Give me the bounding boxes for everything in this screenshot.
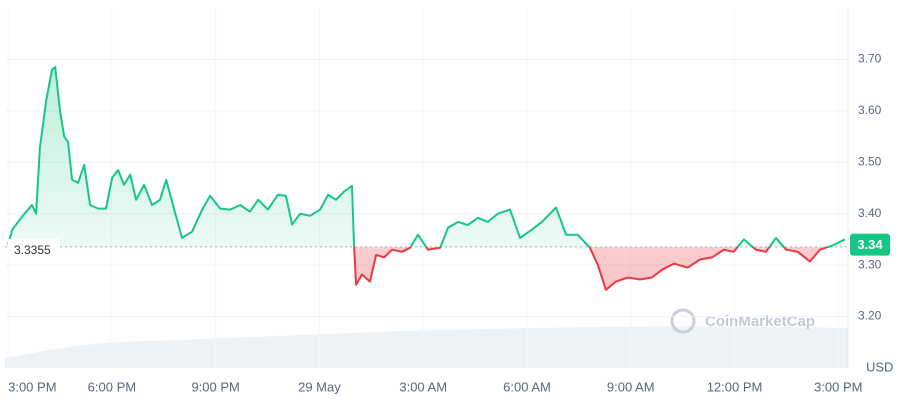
baseline-label-bg (8, 238, 60, 255)
y-tick-label: 3.30 (858, 257, 882, 271)
x-tick-label: 9:00 AM (607, 379, 655, 394)
x-tick-label: 3:00 PM (8, 379, 56, 394)
watermark-text: CoinMarketCap (705, 313, 815, 330)
baseline-label: 3.3355 (14, 243, 51, 257)
area-fill-up (8, 67, 845, 247)
x-tick-label: 6:00 PM (88, 379, 136, 394)
last-price-label: 3.34 (857, 237, 883, 252)
y-tick-label: 3.40 (858, 206, 882, 220)
y-tick-label: 3.70 (858, 52, 882, 66)
area-fill-down (8, 246, 845, 290)
x-tick-label: 29 May (298, 379, 341, 394)
x-tick-label: 3:00 PM (814, 379, 862, 394)
y-tick-label: 3.50 (858, 154, 882, 168)
x-tick-label: 6:00 AM (503, 379, 551, 394)
last-price-badge (850, 233, 890, 256)
y-tick-label: 3.20 (858, 309, 882, 323)
volume-area (5, 326, 848, 368)
y-tick-label: 3.60 (858, 103, 882, 117)
currency-label: USD (866, 359, 893, 374)
price-line (7, 66, 846, 291)
x-tick-label: 9:00 PM (191, 379, 239, 394)
watermark-logo (670, 308, 696, 334)
x-tick-label: 12:00 PM (707, 379, 763, 394)
x-tick-label: 3:00 AM (399, 379, 447, 394)
watermark: CoinMarketCap (670, 308, 815, 334)
